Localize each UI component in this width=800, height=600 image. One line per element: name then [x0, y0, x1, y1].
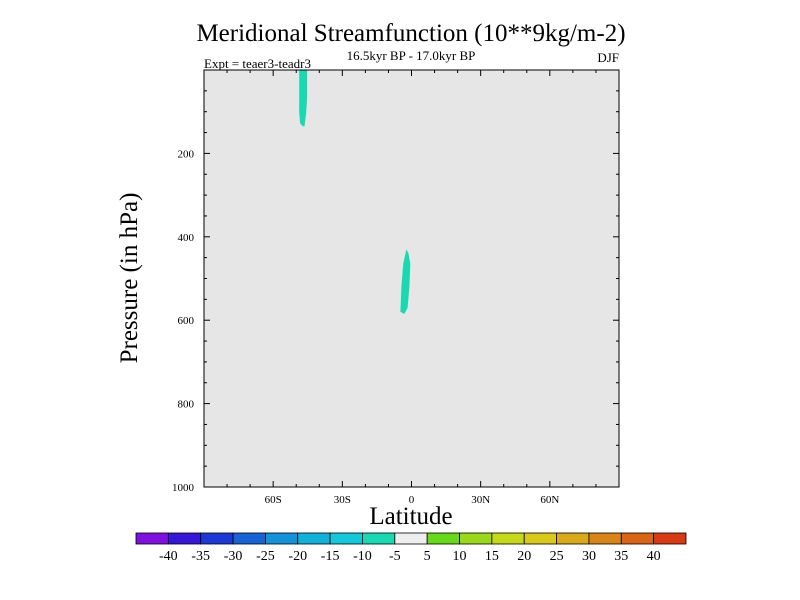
colorbar-label: 40: [647, 549, 661, 564]
colorbar-label: 30: [582, 549, 596, 564]
colorbar-box: [135, 532, 169, 545]
colorbar-box: [620, 532, 655, 545]
contour-region-upper-region-near-47S: [299, 70, 308, 127]
colorbar-box: [523, 532, 557, 545]
x-tick-label: 30N: [471, 494, 490, 506]
colorbar-box: [653, 532, 687, 545]
colorbar-label: 25: [550, 549, 564, 564]
colorbar-box: [426, 532, 460, 545]
colorbar-box: [556, 532, 590, 545]
colorbar-box: [362, 532, 396, 545]
colorbar-label: -35: [191, 549, 210, 564]
colorbar-label: 10: [453, 549, 467, 564]
colorbar-label: -25: [256, 549, 275, 564]
colorbar-label: 35: [614, 549, 628, 564]
chart-title: Meridional Streamfunction (10**9kg/m-2): [196, 20, 625, 47]
experiment-label: Expt = teaer3-teadr3: [204, 56, 311, 71]
chart-subtitle: 16.5kyr BP - 17.0kyr BP: [347, 48, 476, 63]
colorbar-box: [167, 532, 202, 545]
colorbar-box: [265, 532, 299, 545]
colorbar-label: -5: [389, 549, 401, 564]
x-tick-label: 60N: [540, 494, 559, 506]
plot-frame: [203, 69, 620, 488]
y-tick-label: 1000: [172, 482, 195, 494]
y-tick-label: 800: [178, 399, 195, 411]
colorbar-box: [491, 532, 525, 545]
colorbar-box: [459, 532, 493, 545]
y-tick-label: 600: [178, 315, 195, 327]
x-tick-label: 0: [409, 494, 415, 506]
y-axis-label: Pressure (in hPa): [116, 193, 143, 364]
colorbar-box: [329, 532, 363, 545]
colorbar-box: [588, 532, 622, 545]
colorbar-label: -10: [353, 549, 372, 564]
colorbar-box: [394, 532, 428, 545]
plot-area: [204, 70, 619, 487]
y-tick-label: 400: [178, 232, 195, 244]
colorbar-box: [232, 532, 266, 545]
x-tick-label: 60S: [265, 494, 282, 506]
contour-region-mid-region-near-3S: [400, 249, 411, 314]
colorbar-label: 5: [424, 549, 431, 564]
x-tick-label: 30S: [334, 494, 351, 506]
colorbar-label: -20: [288, 549, 307, 564]
x-axis-label: Latitude: [369, 503, 452, 530]
colorbar-label: 20: [517, 549, 531, 564]
colorbar-box: [297, 532, 331, 545]
season-label: DJF: [597, 50, 619, 65]
colorbar-label: -15: [321, 549, 340, 564]
colorbar: -40 -35 -30 -25 -20 -15 -10 -5 5 10 15 20 25 30 35 40: [135, 532, 687, 564]
colorbar-label: 15: [485, 549, 499, 564]
y-tick-label: 200: [178, 148, 195, 160]
colorbar-label: -40: [159, 549, 178, 564]
colorbar-box: [200, 532, 234, 545]
colorbar-label: -30: [224, 549, 243, 564]
